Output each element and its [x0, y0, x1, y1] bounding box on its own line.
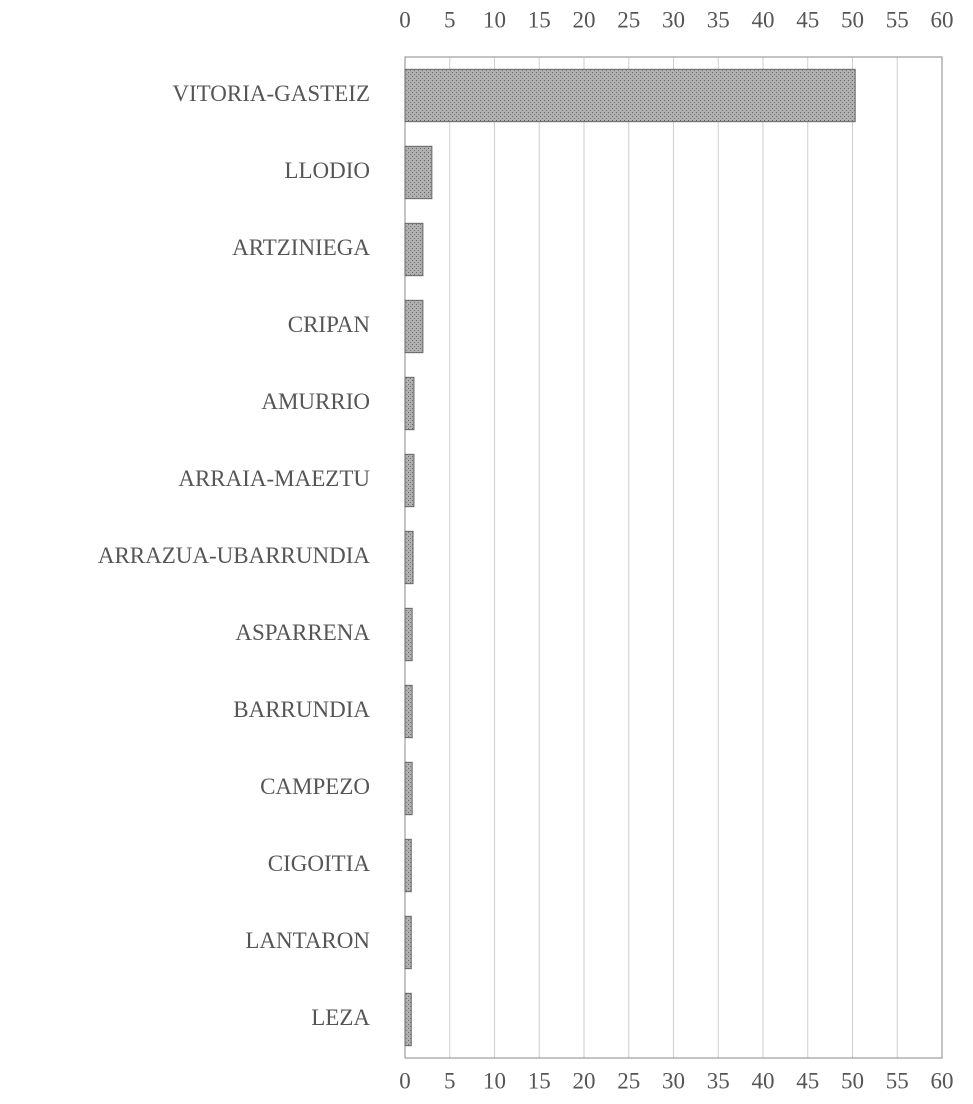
x-tick-label-bottom: 50 — [841, 1068, 864, 1093]
x-tick-label-bottom: 30 — [662, 1068, 685, 1093]
x-tick-label-bottom: 55 — [886, 1068, 909, 1093]
x-tick-label-bottom: 10 — [483, 1068, 506, 1093]
y-tick-label: ARRAIA-MAEZTU — [178, 466, 370, 491]
x-tick-label-top: 60 — [931, 7, 954, 32]
y-tick-label: AMURRIO — [261, 389, 370, 414]
y-tick-label: CRIPAN — [288, 312, 371, 337]
bar — [404, 453, 415, 508]
bar — [404, 684, 413, 739]
x-tick-label-top: 50 — [841, 7, 864, 32]
x-tick-label-top: 55 — [886, 7, 909, 32]
x-tick-label-bottom: 45 — [796, 1068, 819, 1093]
x-tick-label-top: 20 — [573, 7, 596, 32]
x-tick-label-top: 5 — [444, 7, 456, 32]
y-tick-label: ASPARRENA — [235, 620, 370, 645]
x-tick-label-bottom: 60 — [931, 1068, 954, 1093]
x-tick-label-bottom: 0 — [399, 1068, 411, 1093]
x-tick-label-bottom: 25 — [617, 1068, 640, 1093]
x-tick-label-bottom: 35 — [707, 1068, 730, 1093]
x-tick-label-top: 45 — [796, 7, 819, 32]
x-tick-label-bottom: 15 — [528, 1068, 551, 1093]
bar — [404, 530, 414, 585]
bar — [404, 376, 415, 431]
bar — [404, 145, 433, 200]
x-tick-label-top: 15 — [528, 7, 551, 32]
bar — [404, 761, 413, 816]
y-tick-label: ARTZINIEGA — [232, 235, 370, 260]
x-tick-label-bottom: 5 — [444, 1068, 456, 1093]
y-tick-label: BARRUNDIA — [233, 697, 370, 722]
x-tick-label-top: 40 — [752, 7, 775, 32]
bar — [404, 68, 856, 123]
bar — [404, 607, 413, 662]
bar — [404, 992, 412, 1047]
x-tick-label-bottom: 20 — [573, 1068, 596, 1093]
y-tick-label: LANTARON — [245, 928, 370, 953]
bar — [404, 222, 424, 277]
bar — [404, 838, 412, 893]
y-tick-label: CIGOITIA — [268, 851, 371, 876]
bar — [404, 915, 412, 970]
x-tick-label-top: 35 — [707, 7, 730, 32]
x-tick-label-top: 30 — [662, 7, 685, 32]
y-tick-label: LLODIO — [284, 158, 370, 183]
y-tick-label: ARRAZUA-UBARRUNDIA — [98, 543, 371, 568]
bar — [404, 299, 424, 354]
x-tick-label-top: 10 — [483, 7, 506, 32]
x-tick-label-top: 0 — [399, 7, 411, 32]
x-tick-label-top: 25 — [617, 7, 640, 32]
y-tick-label: LEZA — [311, 1005, 370, 1030]
x-tick-label-bottom: 40 — [752, 1068, 775, 1093]
y-tick-label: VITORIA-GASTEIZ — [172, 81, 370, 106]
y-tick-label: CAMPEZO — [260, 774, 370, 799]
